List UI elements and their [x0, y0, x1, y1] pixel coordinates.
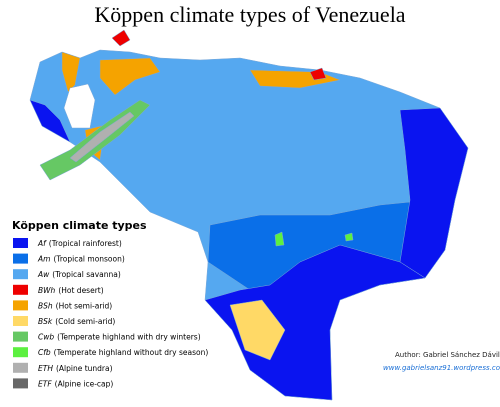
legend-label: BSk (Cold semi-arid): [38, 317, 115, 326]
legend-label: ETF (Alpine ice-cap): [38, 379, 113, 388]
legend-description: (Alpine tundra): [56, 364, 113, 373]
legend-code: BSh: [38, 301, 53, 310]
legend-swatch: [13, 331, 28, 342]
legend-code: BSk: [38, 317, 53, 326]
legend-code: Af: [37, 239, 47, 248]
legend-swatch: [13, 316, 28, 326]
legend: Af (Tropical rainforest) Am (Tropical monso…: [13, 238, 208, 389]
legend-swatch: [13, 300, 28, 311]
legend-description: (Hot semi-arid): [56, 301, 113, 310]
legend-label: Af (Tropical rainforest): [37, 239, 122, 248]
website: www.gabrielsanz91.wordpress.com: [383, 364, 500, 372]
legend-swatch: [13, 362, 28, 373]
legend-label: Aw (Tropical savanna): [37, 270, 121, 279]
legend-code: BWh: [38, 286, 56, 295]
legend-code: Cfb: [38, 348, 51, 357]
legend-code: ETF: [38, 379, 52, 388]
title: Köppen climate types of Venezuela: [94, 2, 405, 27]
legend-description: (Temperate highland without dry season): [54, 348, 209, 357]
legend-swatch: [13, 269, 28, 280]
legend-description: (Alpine ice-cap): [55, 379, 114, 388]
legend-code: Aw: [37, 270, 50, 279]
legend-swatch: [13, 378, 28, 389]
legend-label: Cwb (Temperate highland with dry winters): [38, 333, 201, 342]
legend-description: (Tropical monsoon): [53, 255, 124, 264]
legend-description: (Cold semi-arid): [55, 317, 115, 326]
legend-label: BSh (Hot semi-arid): [38, 301, 112, 310]
legend-code: Cwb: [38, 333, 54, 342]
legend-label: ETH (Alpine tundra): [38, 364, 113, 373]
legend-description: (Tropical rainforest): [49, 239, 122, 248]
legend-swatch: [13, 253, 28, 264]
legend-title: Köppen climate types: [12, 219, 147, 232]
author: Author: Gabriel Sánchez Dávila: [395, 351, 500, 359]
legend-code: Am: [37, 255, 50, 264]
legend-swatch: [13, 238, 28, 248]
legend-description: (Temperate highland with dry winters): [57, 333, 201, 342]
legend-swatch: [13, 284, 28, 295]
legend-description: (Hot desert): [58, 286, 103, 295]
legend-code: ETH: [38, 364, 53, 373]
legend-description: (Tropical savanna): [52, 270, 121, 279]
legend-swatch: [13, 347, 28, 358]
legend-label: BWh (Hot desert): [38, 286, 104, 295]
legend-label: Am (Tropical monsoon): [37, 255, 125, 264]
country-map: [29, 29, 469, 401]
legend-label: Cfb (Temperate highland without dry seaso…: [38, 348, 208, 357]
